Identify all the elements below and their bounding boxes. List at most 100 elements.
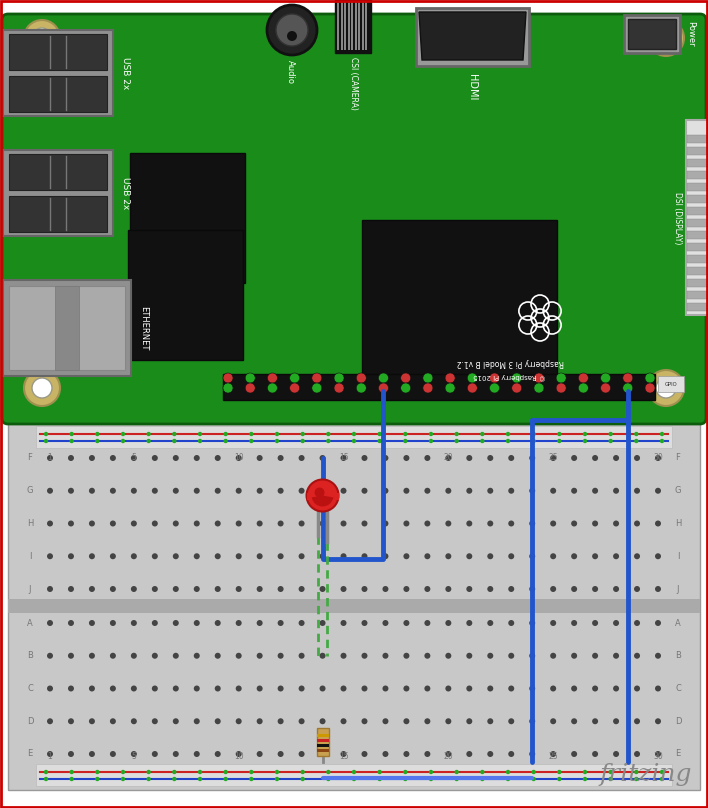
Circle shape	[424, 488, 430, 494]
Circle shape	[487, 586, 493, 592]
Circle shape	[236, 751, 241, 757]
Bar	[687, 279, 707, 287]
Circle shape	[634, 455, 640, 461]
Bar	[687, 171, 707, 179]
Bar	[36, 426, 672, 448]
Circle shape	[215, 520, 221, 527]
Circle shape	[512, 383, 522, 393]
Circle shape	[194, 653, 200, 659]
Circle shape	[236, 685, 241, 692]
Circle shape	[152, 653, 158, 659]
Bar	[3, 150, 113, 236]
Circle shape	[257, 718, 263, 724]
Circle shape	[655, 553, 661, 559]
Circle shape	[403, 770, 408, 774]
Bar	[687, 291, 707, 299]
Circle shape	[382, 685, 389, 692]
Circle shape	[480, 439, 484, 444]
Circle shape	[152, 455, 158, 461]
Text: G: G	[675, 486, 681, 495]
Circle shape	[290, 373, 299, 383]
Circle shape	[47, 520, 53, 527]
Circle shape	[68, 455, 74, 461]
Circle shape	[382, 520, 389, 527]
Circle shape	[592, 455, 598, 461]
Circle shape	[362, 685, 367, 692]
Circle shape	[68, 620, 74, 626]
Circle shape	[95, 439, 100, 444]
Text: 25: 25	[549, 453, 558, 462]
Circle shape	[445, 751, 451, 757]
Bar	[687, 207, 707, 215]
Text: I: I	[29, 552, 31, 561]
Circle shape	[299, 685, 304, 692]
Circle shape	[445, 488, 451, 494]
Circle shape	[215, 553, 221, 559]
Circle shape	[110, 455, 116, 461]
Circle shape	[445, 685, 451, 692]
Circle shape	[319, 751, 326, 757]
Bar	[316, 734, 329, 737]
Circle shape	[424, 553, 430, 559]
Circle shape	[508, 751, 514, 757]
Circle shape	[404, 751, 409, 757]
Circle shape	[600, 383, 610, 393]
Circle shape	[257, 586, 263, 592]
Text: CSI (CAMERA): CSI (CAMERA)	[348, 57, 358, 110]
Circle shape	[467, 488, 472, 494]
Circle shape	[424, 620, 430, 626]
Circle shape	[382, 653, 389, 659]
Circle shape	[314, 487, 324, 498]
Circle shape	[89, 653, 95, 659]
Circle shape	[95, 431, 100, 436]
Circle shape	[173, 488, 179, 494]
Circle shape	[429, 431, 433, 436]
Circle shape	[224, 439, 228, 444]
Circle shape	[172, 439, 176, 444]
Circle shape	[508, 685, 514, 692]
Circle shape	[121, 770, 125, 774]
Circle shape	[319, 586, 326, 592]
Circle shape	[362, 751, 367, 757]
Circle shape	[532, 439, 536, 444]
Circle shape	[173, 751, 179, 757]
Circle shape	[613, 718, 619, 724]
Bar	[362, 220, 557, 390]
Circle shape	[44, 439, 48, 444]
Circle shape	[152, 751, 158, 757]
Circle shape	[89, 455, 95, 461]
Bar	[130, 153, 245, 283]
Circle shape	[377, 439, 382, 444]
Circle shape	[131, 751, 137, 757]
Circle shape	[194, 685, 200, 692]
Circle shape	[89, 718, 95, 724]
Circle shape	[634, 685, 640, 692]
Circle shape	[487, 553, 493, 559]
Circle shape	[89, 620, 95, 626]
Text: Raspberry Pi 3 Model B v1.2: Raspberry Pi 3 Model B v1.2	[457, 359, 564, 368]
Circle shape	[550, 455, 556, 461]
Circle shape	[467, 383, 477, 393]
Bar	[55, 286, 79, 370]
Circle shape	[152, 553, 158, 559]
Circle shape	[445, 553, 451, 559]
Text: 5: 5	[132, 453, 137, 462]
Circle shape	[550, 620, 556, 626]
Circle shape	[571, 620, 577, 626]
Text: 25: 25	[549, 752, 558, 761]
Circle shape	[377, 776, 382, 781]
Circle shape	[215, 455, 221, 461]
Bar	[686, 120, 708, 315]
Circle shape	[403, 431, 408, 436]
Circle shape	[655, 586, 661, 592]
Circle shape	[423, 373, 433, 383]
Circle shape	[249, 770, 253, 774]
Circle shape	[224, 770, 228, 774]
Circle shape	[571, 751, 577, 757]
Circle shape	[47, 455, 53, 461]
Circle shape	[236, 455, 241, 461]
Circle shape	[173, 520, 179, 527]
Circle shape	[198, 770, 202, 774]
Circle shape	[249, 431, 253, 436]
Circle shape	[173, 620, 179, 626]
